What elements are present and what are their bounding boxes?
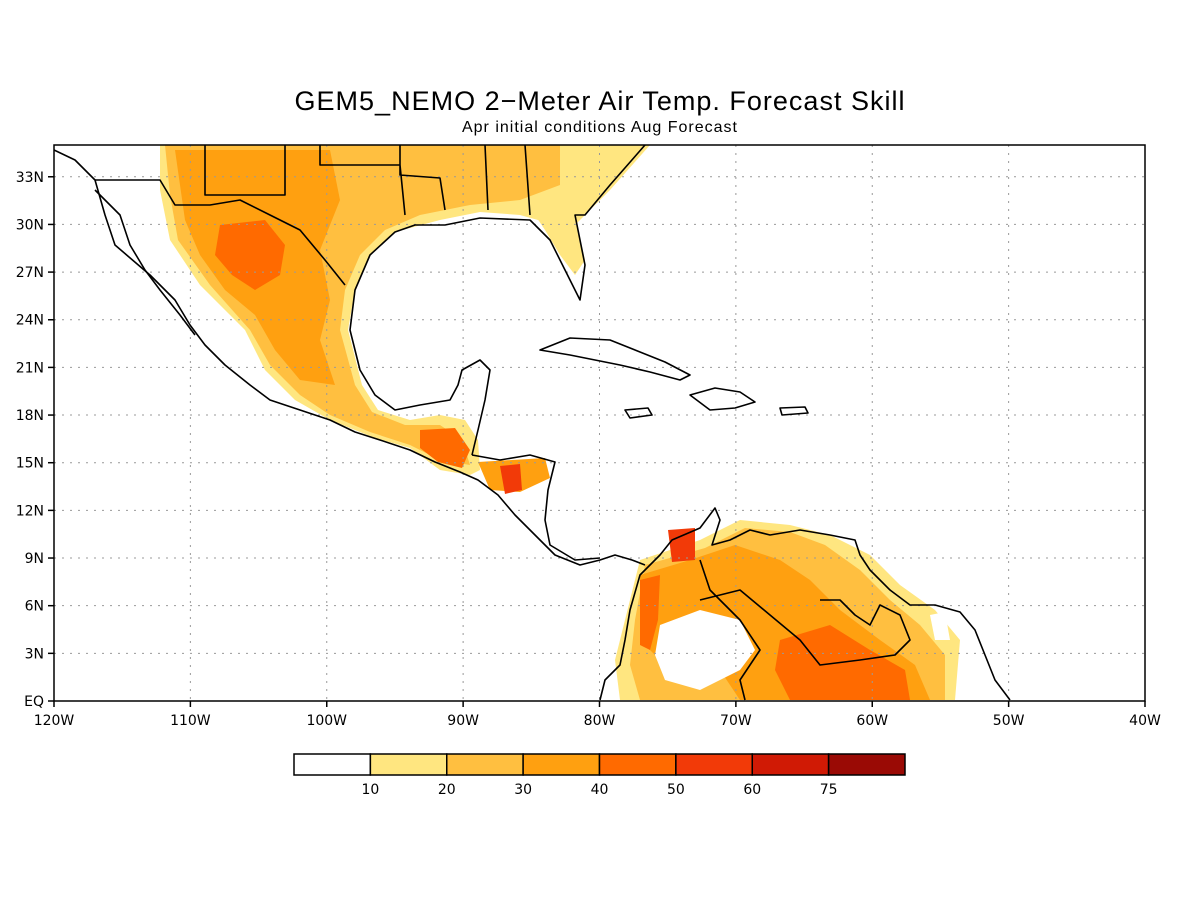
colorbar-swatch (751, 753, 830, 776)
colorbar-swatch (598, 753, 677, 776)
colorbar-swatch (675, 753, 753, 776)
coastline-hispaniola (689, 387, 756, 411)
lat-tick-label: 27N (16, 265, 44, 281)
lon-tick-label: 40W (1129, 713, 1161, 729)
skill-region-mexico-peak (215, 220, 285, 290)
coastline-south-america (599, 507, 1011, 701)
coastlines (54, 145, 1011, 701)
skill-region-amazon-gap (655, 610, 755, 690)
lat-tick-label: 15N (16, 456, 44, 472)
map-title: GEM5_NEMO 2−Meter Air Temp. Forecast Ski… (294, 86, 906, 116)
lat-tick-label: 18N (16, 408, 44, 424)
coastline-central-america-east (471, 454, 601, 561)
lon-tick-label: 120W (34, 713, 75, 729)
colorbar-label: 60 (743, 782, 761, 798)
lon-tick-label: 50W (993, 713, 1025, 729)
coastline-baja (94, 189, 196, 336)
lon-tick-label: 70W (720, 713, 752, 729)
colorbar-swatch (827, 753, 906, 776)
lat-tick-label: EQ (24, 694, 44, 710)
lat-tick-label: 3N (25, 646, 44, 662)
skill-region-texas (215, 150, 300, 195)
lat-tick-label: 30N (16, 217, 44, 233)
coastline-north-america (54, 149, 646, 566)
lat-axis: EQ 3N 6N 9N 12N 15N 18N 21N 24N 27N 30N 33N (16, 170, 54, 710)
skill-region-guajira-peak (668, 528, 695, 562)
lon-tick-label: 90W (447, 713, 479, 729)
lon-tick-label: 110W (170, 713, 211, 729)
lat-tick-label: 24N (16, 313, 44, 329)
lat-tick-label: 33N (16, 170, 44, 186)
lat-tick-label: 21N (16, 360, 44, 376)
lon-tick-label: 80W (584, 713, 616, 729)
border-us-mexico (95, 179, 346, 286)
colorbar-label: 50 (667, 782, 685, 798)
lat-tick-label: 6N (25, 599, 44, 615)
coastline-gulf (349, 145, 646, 456)
coastline-puerto-rico (779, 406, 809, 416)
colorbar-label: 75 (820, 782, 838, 798)
border-colombia (699, 559, 761, 701)
colorbar-label: 10 (361, 782, 379, 798)
colorbar-swatch (446, 753, 524, 776)
coastline-jamaica (624, 407, 653, 419)
colorbar-label: 40 (591, 782, 609, 798)
colorbar-label: 20 (438, 782, 456, 798)
lat-tick-label: 12N (16, 503, 44, 519)
lat-tick-label: 9N (25, 551, 44, 567)
lon-tick-label: 100W (306, 713, 347, 729)
skill-region-suriname-gap (930, 612, 950, 640)
border-us-states (204, 145, 531, 216)
colorbar-label: 30 (514, 782, 532, 798)
lon-tick-label: 60W (856, 713, 888, 729)
colorbar: 10 20 30 40 50 60 75 (293, 753, 906, 798)
lon-axis: 120W 110W 100W 90W 80W 70W 60W 50W 40W (34, 701, 1161, 729)
skill-region-guatemala (420, 428, 470, 468)
skill-region-colombia-peak (640, 575, 660, 650)
skill-region-honduras-high (500, 464, 522, 494)
skill-shading (160, 145, 960, 700)
coastline-cuba (539, 337, 691, 381)
colorbar-swatch (293, 753, 372, 776)
skill-region-florida (535, 215, 585, 275)
colorbar-swatch (369, 753, 448, 776)
border-venezuela-brazil (699, 589, 911, 666)
map-subtitle: Apr initial conditions Aug Forecast (461, 119, 738, 136)
colorbar-swatch (522, 753, 601, 776)
